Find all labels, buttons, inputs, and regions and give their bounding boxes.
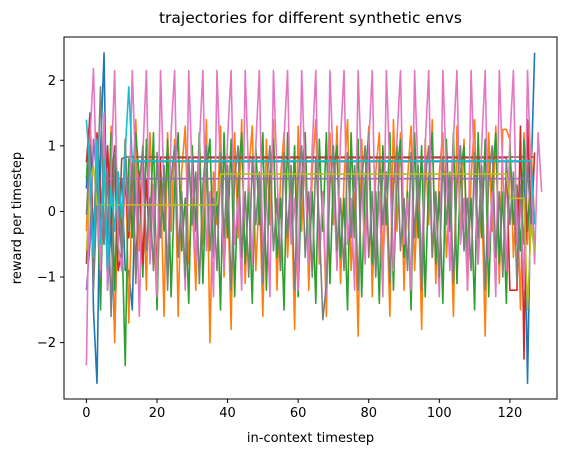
- y-axis: −2 −1 0 1 2: [37, 74, 64, 351]
- y-tick-label: 0: [48, 205, 56, 220]
- x-tick-label: 20: [149, 406, 166, 421]
- x-tick-label: 40: [219, 406, 236, 421]
- x-tick-label: 0: [82, 406, 90, 421]
- x-tick-label: 60: [290, 406, 307, 421]
- plot-frame: [63, 36, 558, 400]
- y-tick-label: −1: [37, 271, 56, 286]
- x-axis-label: in-context timestep: [247, 431, 374, 446]
- chart-title: trajectories for different synthetic env…: [159, 9, 462, 27]
- x-tick-label: 80: [360, 406, 377, 421]
- y-tick-label: 2: [48, 74, 56, 89]
- series-line-7: [85, 67, 543, 366]
- series-line-10: [85, 86, 536, 272]
- x-axis: 0 20 40 60 80 100 120: [82, 399, 522, 421]
- y-tick-label: 1: [48, 139, 56, 154]
- x-tick-label: 100: [427, 406, 452, 421]
- x-tick-label: 120: [497, 406, 522, 421]
- series-layer: [85, 51, 543, 385]
- series-line-9: [85, 164, 536, 311]
- y-axis-label: reward per timestep: [10, 152, 25, 284]
- y-tick-label: −2: [37, 336, 56, 351]
- series-line-8: [85, 86, 536, 321]
